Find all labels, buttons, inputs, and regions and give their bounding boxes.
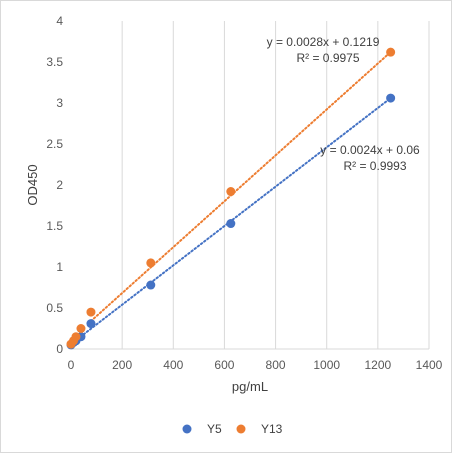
x-tick-label: 1000 (313, 358, 340, 372)
legend: Y5 Y13 (182, 422, 283, 436)
x-axis-ticks: 0 200 400 600 800 1000 1200 1400 (68, 358, 443, 372)
trendline-y13 (89, 51, 392, 323)
data-points (66, 47, 396, 350)
x-tick-label: 400 (163, 358, 183, 372)
data-point-y13 (386, 47, 396, 57)
y-tick-label: 2.5 (46, 137, 63, 151)
data-point-y5 (226, 219, 236, 229)
x-tick-label: 800 (266, 358, 286, 372)
data-point-y5 (146, 280, 156, 290)
y-tick-label: 4 (56, 14, 63, 28)
data-point-y13 (71, 332, 81, 342)
trendline-r2-y13: R² = 0.9975 (296, 51, 359, 65)
data-point-y13 (146, 258, 156, 268)
gridlines (121, 21, 430, 349)
data-point-y5 (386, 93, 396, 103)
legend-label-y13: Y13 (261, 422, 283, 436)
data-point-y13 (86, 307, 96, 317)
trendline-equation-y13: y = 0.0028x + 0.1219 (267, 35, 380, 49)
trendline-r2-y5: R² = 0.9993 (343, 159, 406, 173)
y-tick-label: 0.5 (46, 301, 63, 315)
y-tick-label: 3 (56, 96, 63, 110)
x-tick-label: 0 (68, 358, 75, 372)
y-axis-title: OD450 (25, 164, 40, 205)
y-tick-label: 2 (56, 178, 63, 192)
y-axis-ticks: 0 0.5 1 1.5 2 2.5 3 3.5 4 (46, 14, 63, 356)
legend-marker-y5 (182, 424, 192, 434)
data-point-y5 (86, 319, 96, 329)
data-point-y13 (226, 187, 236, 197)
y-tick-label: 1.5 (46, 219, 63, 233)
x-tick-label: 1400 (416, 358, 443, 372)
trendline-equation-y5: y = 0.0024x + 0.06 (320, 143, 420, 157)
y-tick-label: 1 (56, 260, 63, 274)
trendlines (70, 51, 392, 346)
x-axis-title: pg/mL (232, 379, 268, 394)
trendline-equations: y = 0.0024x + 0.06 R² = 0.9993 y = 0.0028x… (267, 35, 420, 173)
x-tick-label: 200 (112, 358, 132, 372)
x-tick-label: 600 (214, 358, 234, 372)
data-point-y13 (76, 324, 86, 333)
legend-marker-y13 (236, 424, 246, 434)
legend-label-y5: Y5 (207, 422, 222, 436)
y-tick-label: 3.5 (46, 55, 63, 69)
x-tick-label: 1200 (365, 358, 392, 372)
y-tick-label: 0 (56, 342, 63, 356)
